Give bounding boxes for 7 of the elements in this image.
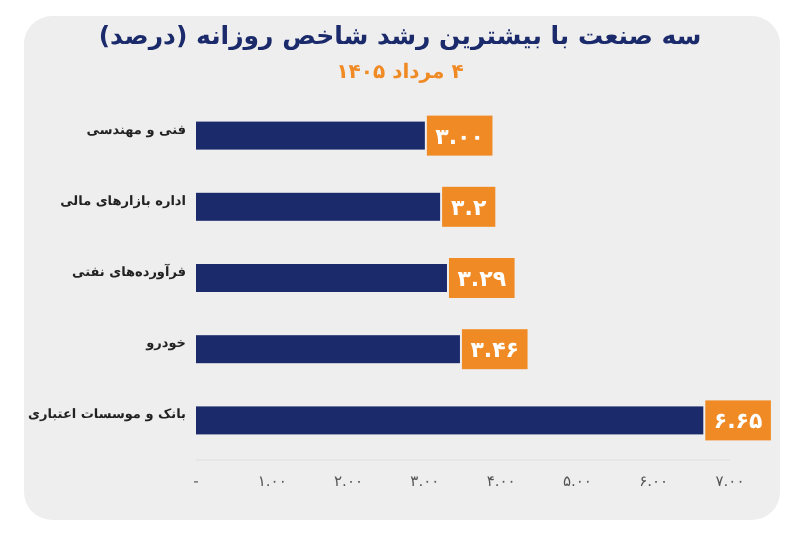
data-label: ۳.۲۹: [457, 266, 507, 292]
chart-title: سه صنعت با بیشترین رشد شاخص روزانه (درصد): [98, 20, 702, 52]
data-label: ۳.۰۰: [435, 123, 484, 150]
data-label: ۳.۲: [451, 194, 487, 221]
data-label: ۶.۶۵: [713, 408, 763, 435]
data-label: ۳.۴۶: [470, 337, 520, 364]
chart-subtitle: ۴ مرداد ۱۴۰۵: [336, 62, 464, 84]
